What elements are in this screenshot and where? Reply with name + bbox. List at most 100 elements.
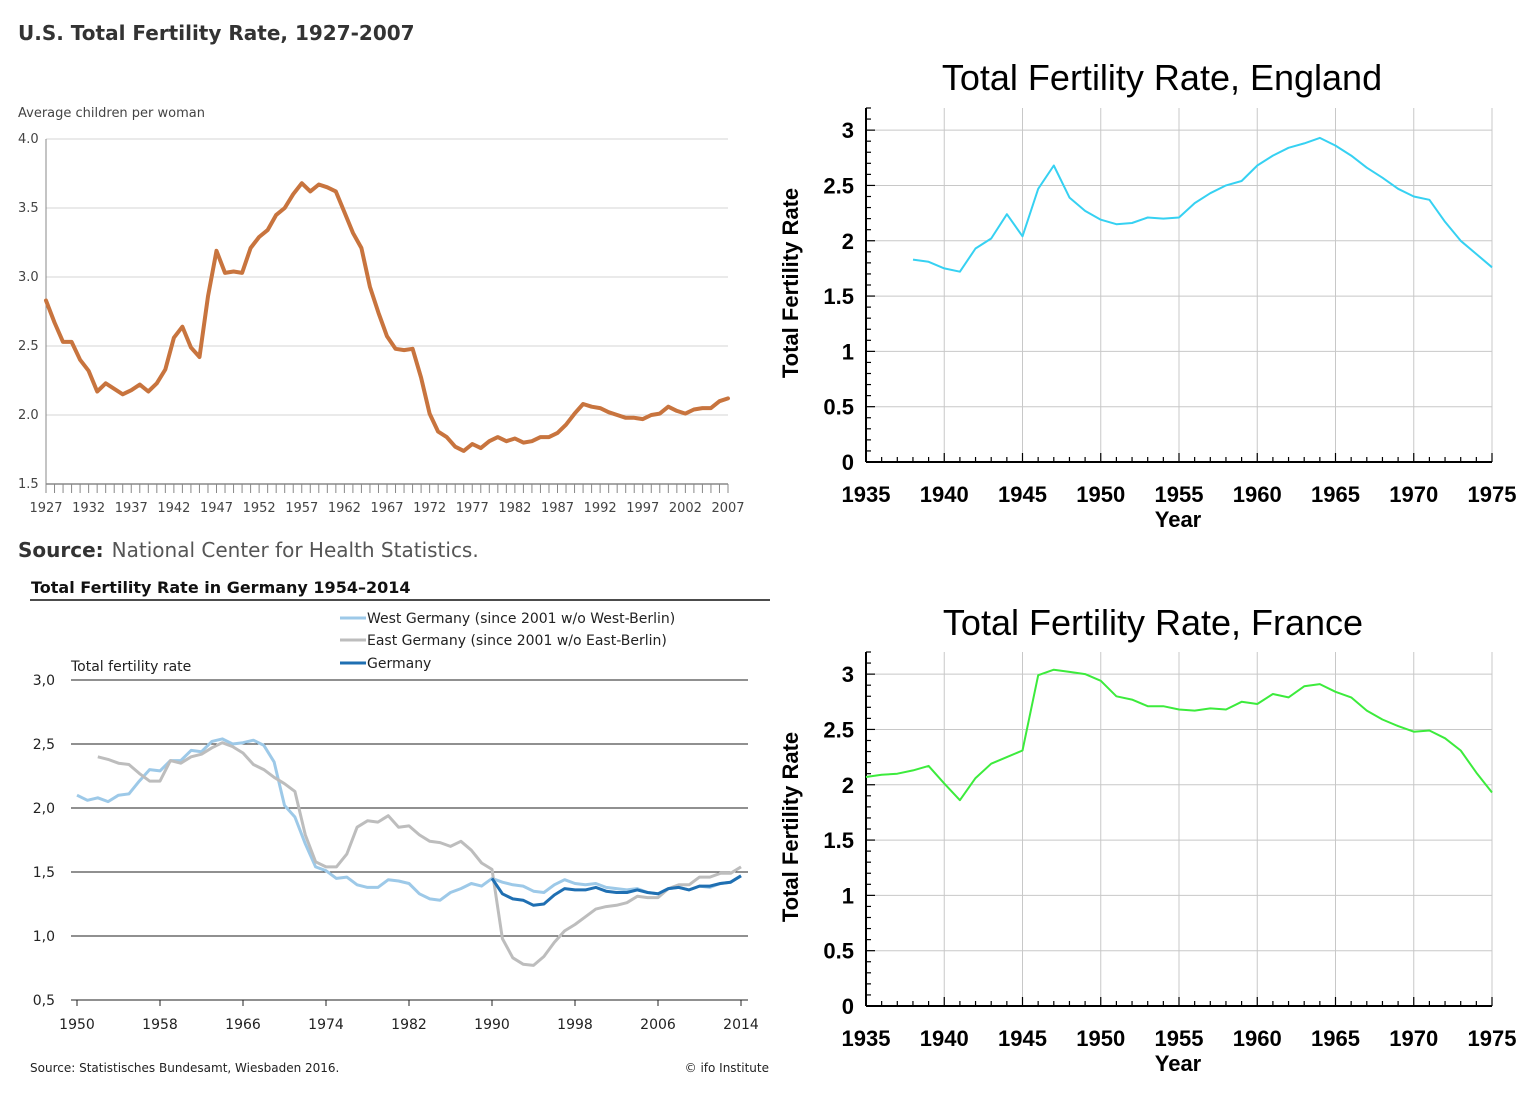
fr-y-tick-label: 0.5 bbox=[823, 939, 854, 964]
england-fertility-line bbox=[912, 136, 1493, 273]
germany-x-tick-label: 1950 bbox=[59, 1017, 95, 1033]
fr-y-tick-label: 2 bbox=[842, 773, 854, 798]
en-x-tick-label: 1955 bbox=[1155, 482, 1204, 507]
germany-y-tick-label: 2,0 bbox=[33, 801, 55, 817]
us-x-tick-labels: 1927 1932 1937 1942 1947 1952 1957 1962 1967 1972… bbox=[29, 501, 744, 516]
france-chart-title: Total Fertility Rate, France bbox=[943, 602, 1363, 643]
germany-y-tick-label: 3,0 bbox=[33, 673, 55, 689]
en-y-tick-label: 0 bbox=[842, 450, 854, 475]
fr-x-tick-label: 1970 bbox=[1389, 1026, 1438, 1051]
france-x-tick-labels: 1935 1940 1945 1950 1955 1960 1965 1970 1975 bbox=[842, 1026, 1517, 1051]
germany-east-line bbox=[97, 741, 742, 967]
fr-x-tick-label: 1960 bbox=[1233, 1026, 1282, 1051]
france-fertility-chart: Total Fertility Rate, France 0 0.5 1 1.5 2 2.… bbox=[778, 602, 1516, 1076]
en-x-tick-label: 1965 bbox=[1311, 482, 1360, 507]
en-x-tick-label: 1935 bbox=[842, 482, 891, 507]
en-y-tick-label: 2 bbox=[842, 229, 854, 254]
us-source: Source: National Center for Health Statis… bbox=[18, 538, 479, 562]
us-gridlines bbox=[46, 138, 728, 485]
us-y-tick-labels: 4.0 3.5 3.0 2.5 2.0 1.5 bbox=[18, 132, 39, 492]
us-x-tick-label: 1977 bbox=[456, 501, 489, 516]
us-y-axis-label: Average children per woman bbox=[18, 106, 205, 121]
germany-chart-title: Total Fertility Rate in Germany 1954–201… bbox=[31, 578, 410, 597]
fr-x-tick-label: 1945 bbox=[998, 1026, 1047, 1051]
fr-x-tick-label: 1955 bbox=[1155, 1026, 1204, 1051]
england-x-tick-labels: 1935 1940 1945 1950 1955 1960 1965 1970 1975 bbox=[842, 482, 1517, 507]
en-y-tick-label: 1 bbox=[842, 339, 854, 364]
france-gridlines bbox=[866, 652, 1493, 1006]
germany-fertility-chart: Total Fertility Rate in Germany 1954–201… bbox=[30, 578, 770, 1075]
germany-legend: West Germany (since 2001 w/o West-Berlin… bbox=[340, 611, 675, 672]
germany-x-tick-label: 1974 bbox=[308, 1017, 344, 1033]
us-x-axis bbox=[45, 139, 729, 493]
france-axes bbox=[865, 651, 1493, 1007]
germany-x-tick-label: 1982 bbox=[391, 1017, 427, 1033]
england-y-axis-label: Total Fertility Rate bbox=[778, 188, 803, 378]
germany-gridlines bbox=[71, 679, 748, 937]
en-y-tick-label: 1.5 bbox=[823, 284, 854, 309]
us-y-tick-label: 3.5 bbox=[18, 201, 39, 216]
fr-y-tick-label: 2.5 bbox=[823, 717, 854, 742]
us-series-lines bbox=[44, 181, 730, 453]
germany-x-tick-label: 1990 bbox=[474, 1017, 510, 1033]
en-x-tick-label: 1945 bbox=[998, 482, 1047, 507]
en-x-tick-label: 1975 bbox=[1468, 482, 1517, 507]
germany-x-tick-label: 1958 bbox=[142, 1017, 178, 1033]
fr-x-tick-label: 1965 bbox=[1311, 1026, 1360, 1051]
legend-label-germany: Germany bbox=[367, 656, 431, 672]
germany-west-line bbox=[76, 737, 742, 902]
en-x-tick-label: 1950 bbox=[1076, 482, 1125, 507]
us-y-tick-label: 1.5 bbox=[18, 477, 39, 492]
us-x-tick-label: 1937 bbox=[115, 501, 148, 516]
fr-y-tick-label: 1.5 bbox=[823, 828, 854, 853]
germany-x-tick-label: 1966 bbox=[225, 1017, 261, 1033]
us-chart-title: U.S. Total Fertility Rate, 1927-2007 bbox=[18, 21, 415, 45]
fr-x-tick-label: 1975 bbox=[1468, 1026, 1517, 1051]
france-x-axis-label: Year bbox=[1155, 1051, 1202, 1076]
germany-y-axis-label: Total fertility rate bbox=[70, 659, 191, 675]
fr-x-tick-label: 1935 bbox=[842, 1026, 891, 1051]
en-x-tick-label: 1970 bbox=[1389, 482, 1438, 507]
us-fertility-line bbox=[44, 181, 730, 453]
us-x-tick-label: 1982 bbox=[498, 501, 531, 516]
us-x-tick-label: 1987 bbox=[541, 501, 574, 516]
germany-y-tick-label: 0,5 bbox=[33, 993, 55, 1009]
us-source-text: National Center for Health Statistics. bbox=[112, 538, 479, 562]
us-x-tick-label: 2007 bbox=[711, 501, 744, 516]
fr-y-tick-label: 0 bbox=[842, 994, 854, 1019]
fr-x-tick-label: 1940 bbox=[920, 1026, 969, 1051]
germany-y-tick-labels: 3,0 2,5 2,0 1,5 1,0 0,5 bbox=[33, 673, 55, 1009]
germany-x-tick-label: 2014 bbox=[723, 1017, 759, 1033]
en-y-tick-label: 2.5 bbox=[823, 173, 854, 198]
legend-label-east-germany: East Germany (since 2001 w/o East-Berlin… bbox=[367, 633, 667, 649]
en-y-tick-label: 0.5 bbox=[823, 395, 854, 420]
england-gridlines bbox=[866, 108, 1493, 462]
germany-x-tick-label: 1998 bbox=[557, 1017, 593, 1033]
england-axes bbox=[865, 107, 1493, 463]
us-y-tick-label: 2.5 bbox=[18, 339, 39, 354]
germany-y-tick-label: 1,0 bbox=[33, 929, 55, 945]
germany-x-tick-labels: 1950 1958 1966 1974 1982 1990 1998 2006 2014 bbox=[59, 1017, 759, 1033]
us-y-tick-label: 2.0 bbox=[18, 408, 39, 423]
us-x-tick-label: 1947 bbox=[200, 501, 233, 516]
us-x-tick-label: 1992 bbox=[584, 501, 617, 516]
en-x-tick-label: 1940 bbox=[920, 482, 969, 507]
germany-series-lines bbox=[76, 737, 742, 967]
germany-y-tick-label: 2,5 bbox=[33, 737, 55, 753]
us-fertility-chart: U.S. Total Fertility Rate, 1927-2007 Ave… bbox=[18, 21, 745, 562]
fr-x-tick-label: 1950 bbox=[1076, 1026, 1125, 1051]
england-fertility-chart: Total Fertility Rate, England 0 0.5 1 1.5 2 2… bbox=[778, 57, 1516, 532]
fr-y-tick-label: 1 bbox=[842, 883, 854, 908]
en-x-tick-label: 1960 bbox=[1233, 482, 1282, 507]
us-y-tick-label: 4.0 bbox=[18, 132, 39, 147]
germany-credit: © ifo Institute bbox=[685, 1061, 769, 1075]
us-x-tick-label: 1962 bbox=[328, 501, 361, 516]
germany-y-tick-label: 1,5 bbox=[33, 865, 55, 881]
us-x-tick-label: 1972 bbox=[413, 501, 446, 516]
us-x-tick-label: 1997 bbox=[626, 501, 659, 516]
us-x-tick-label: 1952 bbox=[243, 501, 276, 516]
france-fertility-line bbox=[865, 668, 1493, 802]
us-x-tick-label: 1932 bbox=[72, 501, 105, 516]
us-y-tick-label: 3.0 bbox=[18, 270, 39, 285]
